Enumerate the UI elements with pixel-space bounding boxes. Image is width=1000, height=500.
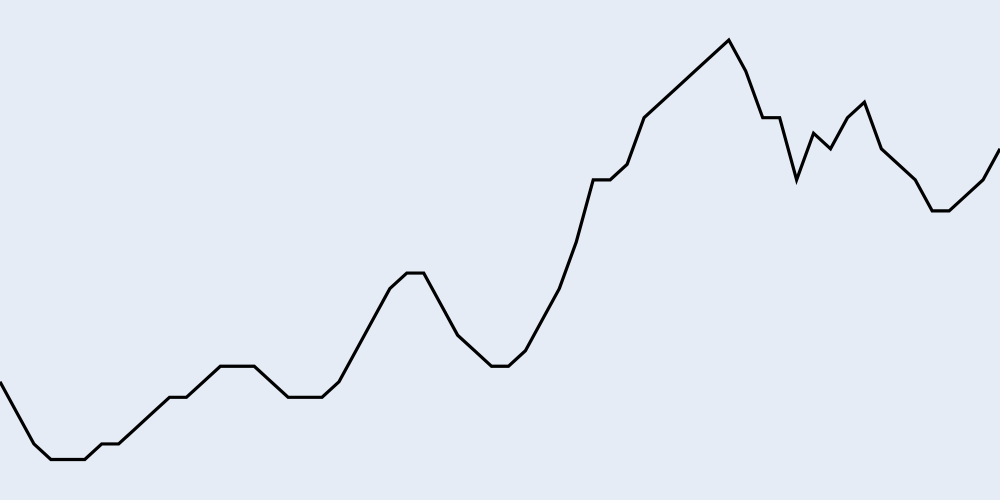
series-layer <box>0 37 1000 462</box>
series-line-0 <box>0 37 1000 462</box>
